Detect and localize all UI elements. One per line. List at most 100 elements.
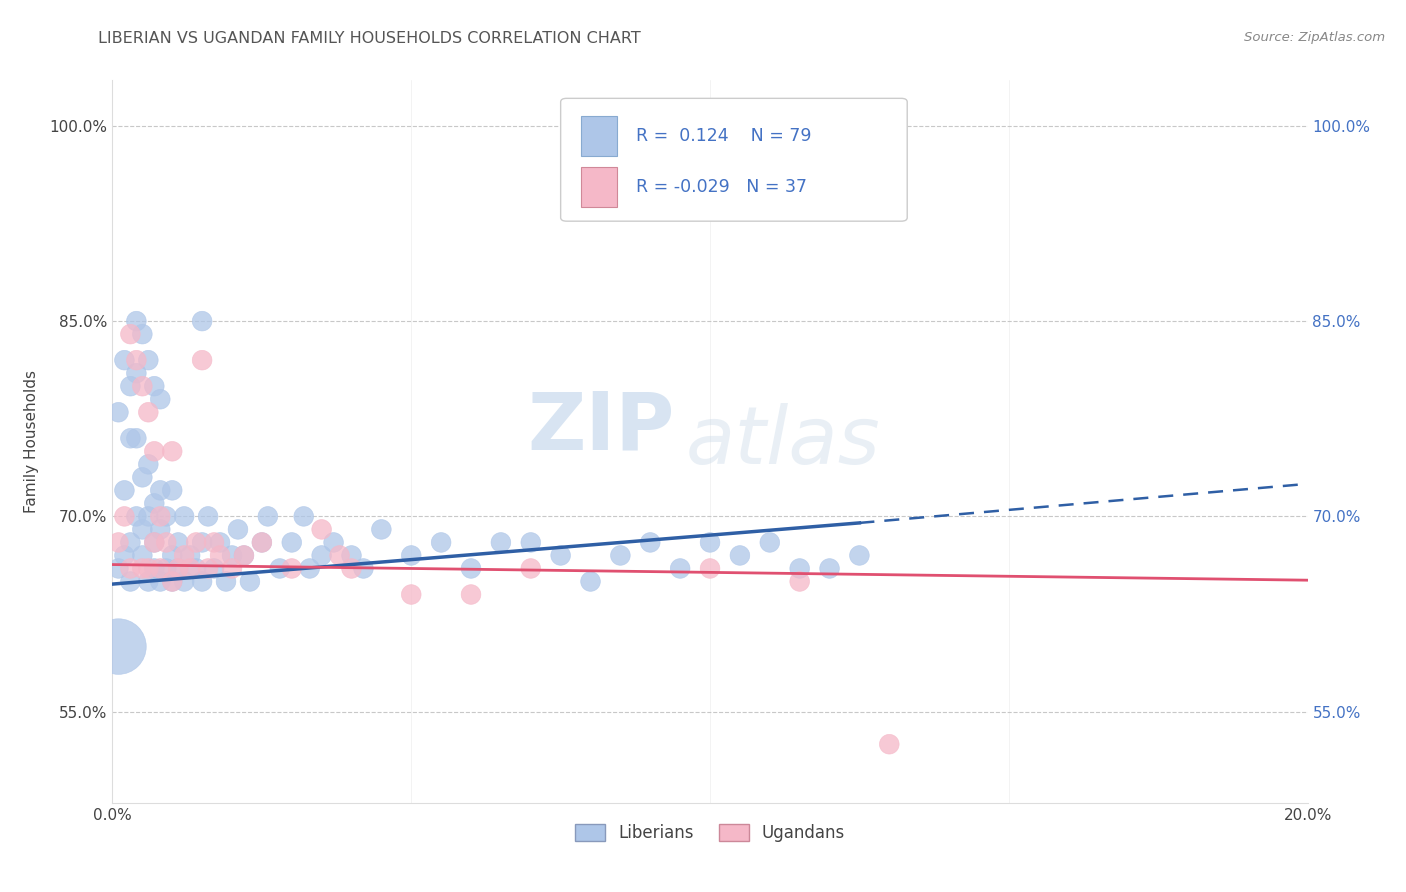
Point [186,535,208,549]
Point [114,353,135,368]
Y-axis label: Family Households: Family Households [24,370,38,513]
Point [162,444,183,458]
Point [143,379,166,393]
Point [149,574,172,589]
Point [179,549,201,563]
Point [138,509,160,524]
Point [138,405,160,419]
Point [191,574,214,589]
Point [239,574,262,589]
Point [340,549,363,563]
Point [340,561,363,575]
Point [401,587,423,601]
Point [215,574,238,589]
Bar [581,167,617,207]
Point [138,561,160,575]
Point [162,483,183,498]
Point [226,523,249,537]
Point [759,535,782,549]
Point [329,549,352,563]
Point [173,549,195,563]
Point [728,549,751,563]
Point [149,523,172,537]
Point [155,535,177,549]
Point [138,458,160,472]
Point [669,561,692,575]
Legend: Liberians, Ugandans: Liberians, Ugandans [568,817,852,848]
Point [162,574,183,589]
Text: R = -0.029   N = 37: R = -0.029 N = 37 [636,178,807,196]
Point [186,561,208,575]
Point [489,535,512,549]
Point [143,444,166,458]
Point [460,587,482,601]
Point [125,431,148,445]
Point [143,535,166,549]
Point [191,353,214,368]
Point [579,574,602,589]
Point [162,549,183,563]
Point [191,314,214,328]
Point [250,535,273,549]
Point [131,523,153,537]
Point [131,327,153,342]
Point [167,535,190,549]
Point [322,535,344,549]
Point [149,483,172,498]
Point [107,535,129,549]
Point [162,574,183,589]
Point [520,535,543,549]
Point [143,561,166,575]
Point [789,561,811,575]
Point [114,483,135,498]
Text: Source: ZipAtlas.com: Source: ZipAtlas.com [1244,31,1385,45]
Point [173,574,195,589]
Point [257,509,280,524]
Point [138,353,160,368]
Point [197,509,219,524]
Text: atlas: atlas [686,402,882,481]
Point [125,509,148,524]
Point [197,561,219,575]
Point [173,509,195,524]
Point [131,561,153,575]
Point [370,523,392,537]
Point [138,574,160,589]
Bar [581,116,617,156]
Point [167,561,190,575]
Point [209,535,232,549]
Point [699,535,721,549]
Point [125,314,148,328]
Point [311,549,333,563]
Point [609,549,631,563]
Point [430,535,453,549]
Point [155,509,177,524]
Point [298,561,321,575]
Point [131,549,153,563]
Point [520,561,543,575]
FancyBboxPatch shape [561,98,907,221]
Point [281,535,304,549]
Point [311,523,333,537]
Point [460,561,482,575]
Point [149,561,172,575]
Point [191,535,214,549]
Point [107,640,129,654]
Point [131,470,153,484]
Point [233,549,256,563]
Point [125,353,148,368]
Point [107,561,129,575]
Point [120,574,142,589]
Point [114,549,135,563]
Point [221,549,243,563]
Point [401,549,423,563]
Point [789,574,811,589]
Point [120,379,142,393]
Point [221,561,243,575]
Point [292,509,315,524]
Point [202,535,225,549]
Point [879,737,901,751]
Text: LIBERIAN VS UGANDAN FAMILY HOUSEHOLDS CORRELATION CHART: LIBERIAN VS UGANDAN FAMILY HOUSEHOLDS CO… [98,31,641,46]
Point [114,509,135,524]
Point [233,549,256,563]
